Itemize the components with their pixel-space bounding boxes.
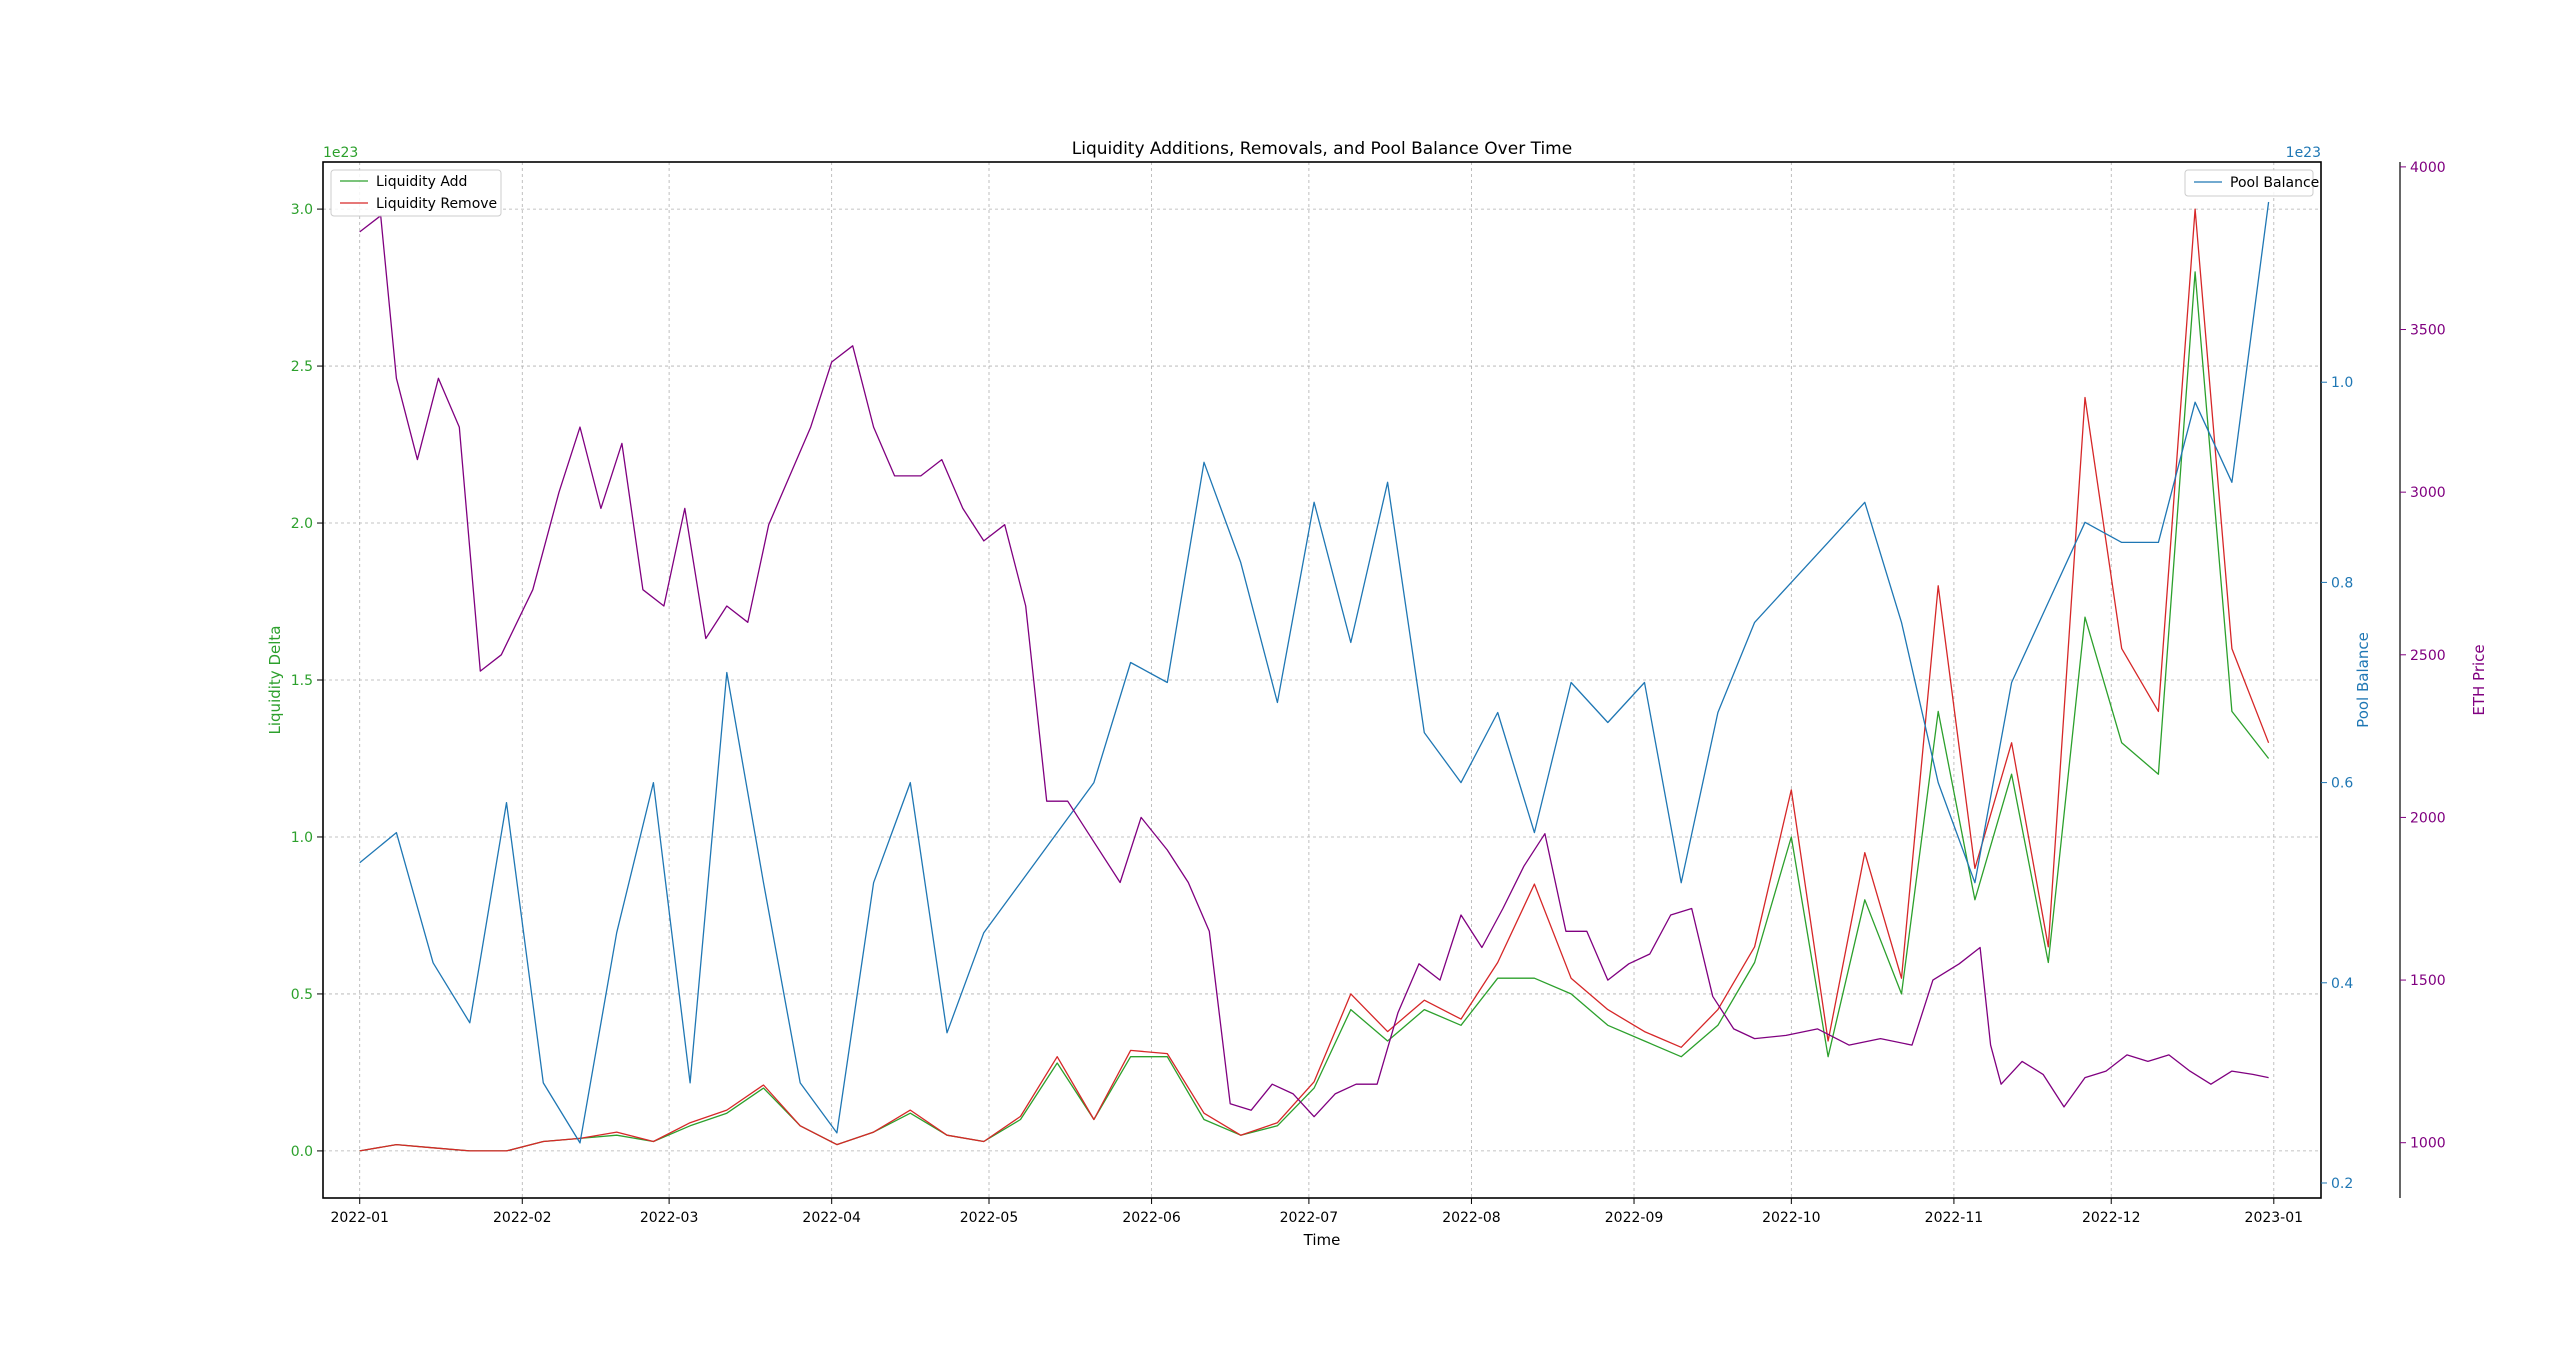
- left-tick-label: 1.0: [291, 830, 313, 846]
- legend-box-upper-left: [330, 169, 502, 217]
- eth-price-tick-label: 2000: [2410, 810, 2446, 826]
- left-axis-offset-text: 1e23: [323, 145, 358, 161]
- x-tick-label: 2022-07: [1280, 1210, 1339, 1226]
- pool-balance-offset-text: 1e23: [2286, 145, 2321, 161]
- legend-upper-left: Liquidity Add Liquidity Remove: [330, 169, 502, 217]
- x-tick-label: 2022-06: [1122, 1210, 1181, 1226]
- x-tick-label: 2022-04: [802, 1210, 861, 1226]
- pool-balance-tick-label: 0.6: [2331, 776, 2353, 792]
- liquidity-add-line: [359, 271, 2270, 1152]
- left-tick-label: 2.5: [291, 359, 313, 375]
- left-tick-label: 0.5: [291, 987, 313, 1003]
- series-layer: [359, 201, 2270, 1152]
- x-axis-label: Time: [1303, 1231, 1341, 1249]
- x-tick-label: 2022-08: [1442, 1210, 1501, 1226]
- left-tick-label: 1.5: [291, 673, 313, 689]
- eth-price-tick-label: 3500: [2410, 323, 2446, 339]
- eth-price-tick-label: 3000: [2410, 485, 2446, 501]
- left-tick-label: 3.0: [291, 202, 313, 218]
- left-tick-label: 2.0: [291, 516, 313, 532]
- x-tick-label: 2023-01: [2245, 1210, 2304, 1226]
- x-tick-label: 2022-05: [960, 1210, 1019, 1226]
- x-tick-label: 2022-09: [1605, 1210, 1664, 1226]
- liquidity-remove-line: [359, 208, 2270, 1152]
- eth-price-tick-label: 4000: [2410, 160, 2446, 176]
- pool-balance-tick-label: 0.8: [2331, 575, 2353, 591]
- chart-title: Liquidity Additions, Removals, and Pool …: [1072, 139, 1572, 159]
- pool-balance-tick-label: 1.0: [2331, 375, 2353, 391]
- pool-balance-tick-label: 0.2: [2331, 1176, 2353, 1192]
- axis-layer: 2022-01 2022-02 2022-03 2022-04 2022-05 2022-…: [291, 160, 2446, 1226]
- left-axis-label: Liquidity Delta: [266, 626, 284, 735]
- left-tick-label: 0.0: [291, 1144, 313, 1160]
- x-tick-label: 2022-01: [330, 1210, 389, 1226]
- eth-price-tick-label: 1000: [2410, 1136, 2446, 1152]
- pool-balance-line: [359, 201, 2270, 1144]
- eth-price-tick-label: 2500: [2410, 648, 2446, 664]
- x-tick-label: 2022-03: [640, 1210, 699, 1226]
- pool-balance-tick-label: 0.4: [2331, 976, 2353, 992]
- pool-balance-axis-label: Pool Balance: [2354, 632, 2372, 728]
- eth-price-axis-label: ETH Price: [2470, 644, 2488, 715]
- legend-upper-right: Pool Balance: [2184, 169, 2319, 197]
- eth-price-tick-label: 1500: [2410, 973, 2446, 989]
- legend-box-upper-right: [2184, 169, 2314, 197]
- x-tick-label: 2022-12: [2082, 1210, 2141, 1226]
- eth-price-line: [359, 215, 2269, 1118]
- x-tick-label: 2022-10: [1762, 1210, 1821, 1226]
- x-tick-label: 2022-02: [493, 1210, 552, 1226]
- legend-label-pool-balance: Pool Balance: [2230, 175, 2319, 191]
- grid-layer: [323, 162, 2321, 1198]
- legend-label-liquidity-remove: Liquidity Remove: [376, 196, 497, 212]
- legend-label-liquidity-add: Liquidity Add: [376, 174, 467, 190]
- x-tick-label: 2022-11: [1925, 1210, 1984, 1226]
